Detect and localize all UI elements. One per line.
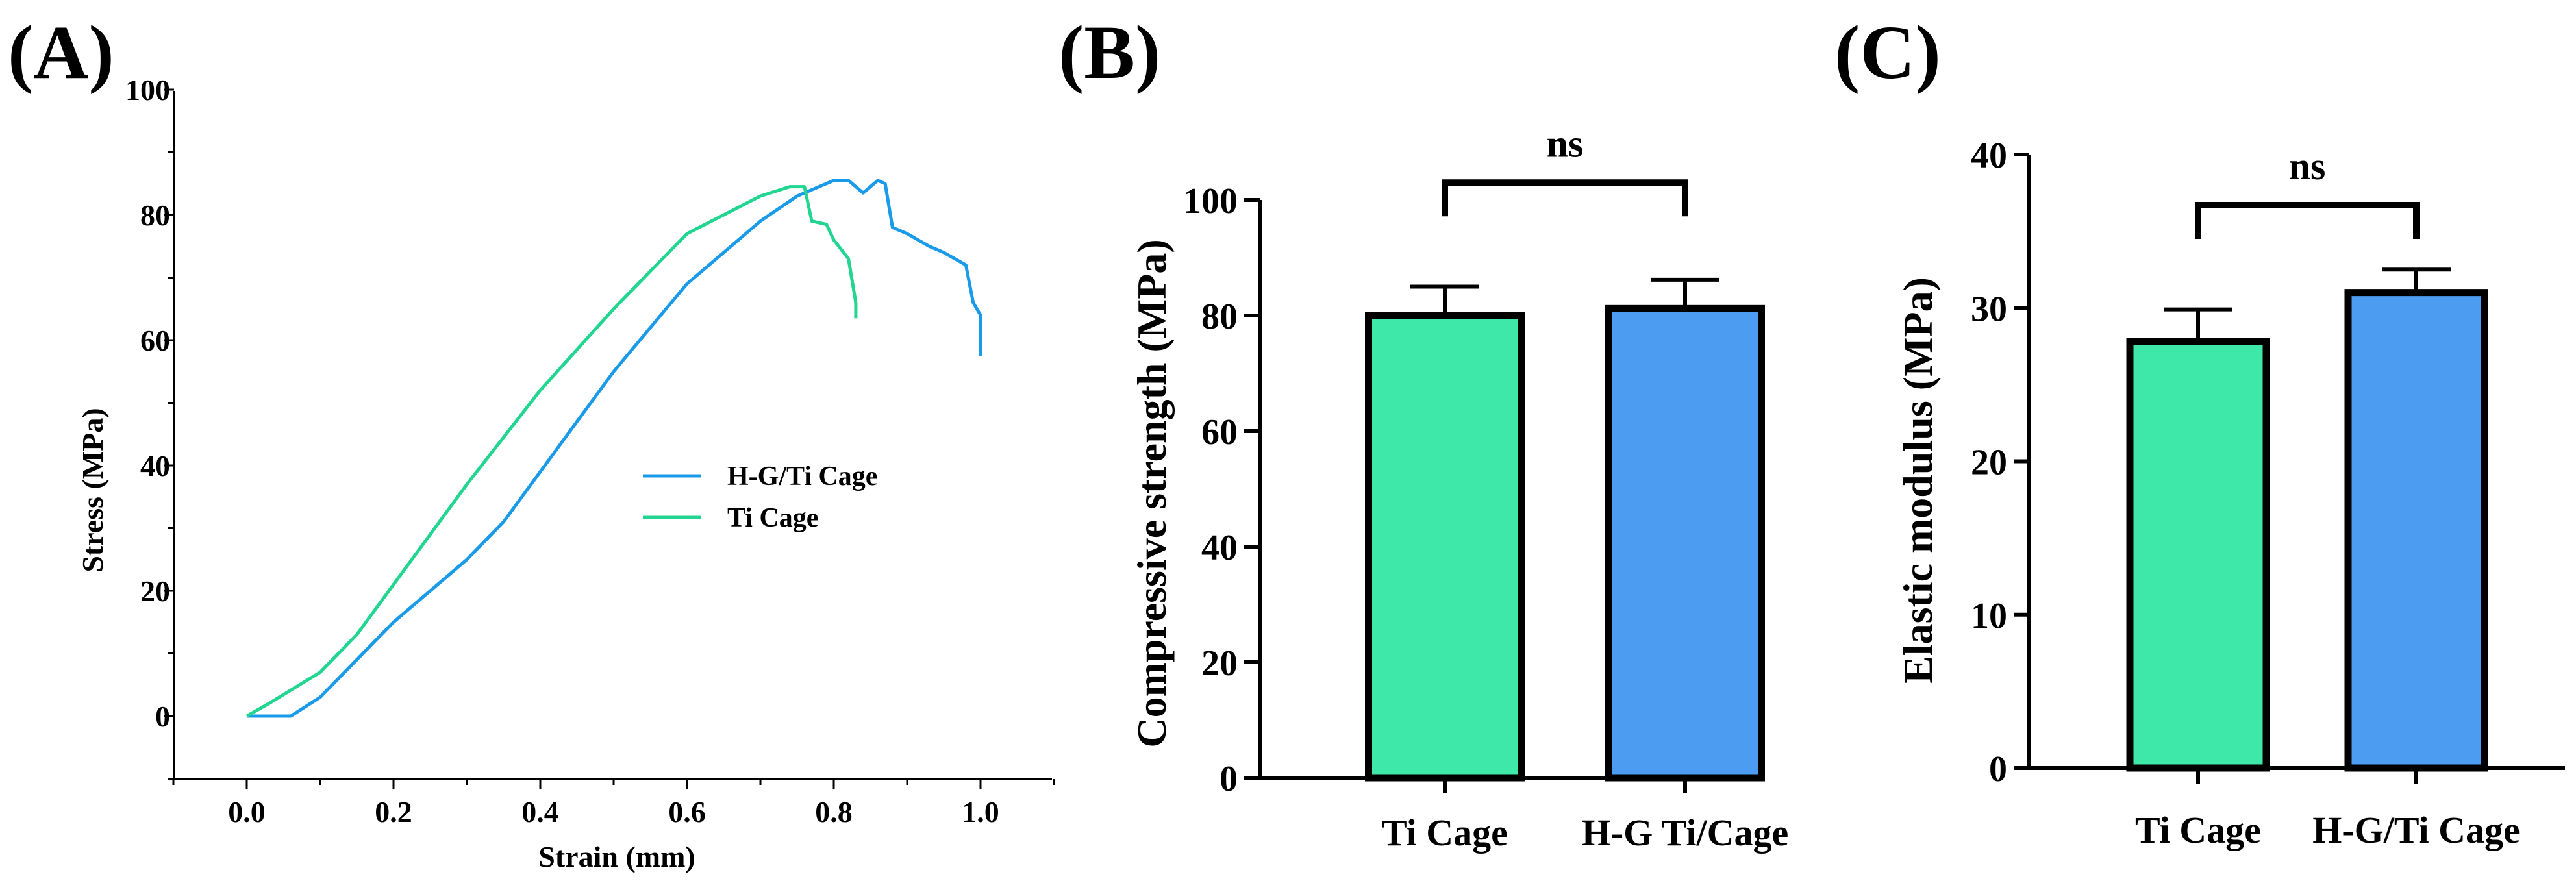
panel-c-y-tick-label: 10	[1971, 596, 2007, 636]
panel-c-y-tick-label: 30	[1971, 289, 2007, 329]
panel-b-significance-bracket	[1442, 179, 1688, 217]
panel-c-category-label: H-G/Ti Cage	[2312, 809, 2520, 851]
panel-b-category-label: Ti Cage	[1382, 812, 1508, 854]
panel-a-x-tick-label: 0.6	[668, 795, 706, 828]
panel-a-y-axis-label: Stress (MPa)	[76, 408, 109, 572]
panel-c-category-label: Ti Cage	[2135, 809, 2261, 851]
panel-c-significance-label: ns	[2289, 145, 2326, 188]
panel-a-y-tick-label: 0	[155, 700, 170, 733]
legend-label: Ti Cage	[727, 503, 818, 533]
panel-a-y-tick-label: 100	[125, 73, 170, 106]
panel-c-bar-ti-cage	[2126, 338, 2270, 772]
panel-b-y-tick-label: 80	[1201, 297, 1238, 337]
panel-b-y-tick-label: 0	[1219, 759, 1238, 799]
panel-c-y-axis-label: Elastic modulus (MPa)	[1895, 277, 1941, 684]
panel-b-category-label: H-G Ti/Cage	[1582, 812, 1789, 854]
panel-c-label: (C)	[1834, 10, 1941, 95]
panel-c-y-tick-label: 40	[1971, 136, 2007, 176]
panel-a-line-chart: (A) Stress (MPa) Strain (mm) 0 20 40 60 80 10…	[8, 10, 1055, 873]
panel-b-label: (B)	[1058, 10, 1160, 95]
panel-c-y-tick-label: 20	[1971, 443, 2007, 483]
panel-a-x-tick-label: 0.8	[815, 795, 853, 828]
panel-a-label: (A)	[8, 10, 114, 95]
panel-c-bar-hg-ti-cage	[2344, 289, 2488, 772]
panel-b-y-tick-label: 40	[1201, 528, 1238, 568]
series-line-ti-cage	[245, 185, 858, 718]
panel-a-y-tick-label: 80	[140, 199, 170, 232]
panel-c-significance-bracket	[2195, 201, 2420, 239]
panel-b-bar-chart: (B) Compressive strength (MPa) 0 20 40 60 80…	[1058, 10, 1788, 854]
panel-a-x-tick-label: 0.4	[521, 795, 559, 828]
panel-a-y-tick-label: 60	[140, 324, 170, 357]
panel-b-bar-hg-ti-cage	[1605, 304, 1765, 782]
legend-label: H-G/Ti Cage	[727, 462, 877, 491]
panel-a-x-tick-label: 0.0	[228, 795, 266, 828]
panel-b-y-axis-label: Compressive strength (MPa)	[1129, 239, 1175, 747]
panel-c-bar-chart: (C) Elastic modulus (MPa) 0 10 20 30 40 Ti Ca…	[1834, 10, 2565, 851]
panel-b-significance-label: ns	[1547, 122, 1584, 165]
panel-b-y-tick-label: 20	[1201, 643, 1238, 684]
panel-a-y-tick-label: 20	[140, 575, 170, 608]
panel-a-x-axis-label: Strain (mm)	[538, 840, 695, 873]
panel-a-y-tick-label: 40	[140, 449, 170, 482]
panel-a-x-tick-label: 1.0	[962, 795, 999, 828]
panel-b-bar-ti-cage	[1365, 312, 1525, 782]
series-line-hg-ti-cage	[247, 179, 982, 718]
panel-b-y-tick-label: 100	[1183, 181, 1238, 221]
panel-b-y-tick-label: 60	[1201, 412, 1238, 453]
panel-c-y-tick-label: 0	[1989, 749, 2007, 789]
panel-a-x-tick-label: 0.2	[375, 795, 412, 828]
